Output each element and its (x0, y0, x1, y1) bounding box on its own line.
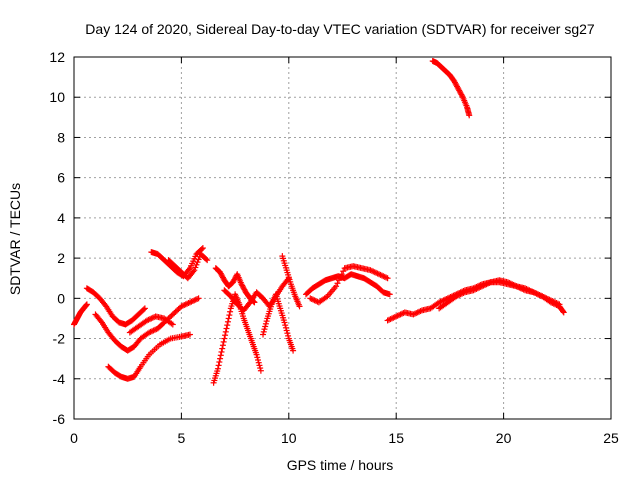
data-point-marker (198, 246, 205, 253)
data-point-marker (337, 274, 344, 281)
data-point-marker (224, 318, 231, 325)
data-point-marker (254, 354, 261, 361)
data-point-marker (219, 342, 226, 349)
data-point-marker (217, 355, 224, 362)
data-point-marker (215, 362, 222, 369)
data-point-marker (257, 367, 264, 374)
data-point-marker (225, 315, 232, 322)
y-tick-label: 12 (49, 49, 65, 65)
x-axis-label: GPS time / hours (287, 457, 394, 473)
data-point-marker (186, 331, 193, 338)
data-point-marker (255, 357, 262, 364)
data-point-marker (255, 359, 262, 366)
data-point-marker (195, 295, 202, 302)
data-point-marker (340, 268, 347, 275)
x-tick-label: 25 (603, 430, 619, 446)
data-point-marker (194, 259, 201, 266)
data-point-marker (191, 267, 198, 274)
y-axis-label: SDTVAR / TECUs (7, 183, 23, 295)
data-point-marker (338, 271, 345, 278)
data-point-marker (384, 275, 391, 282)
data-point-marker (214, 365, 221, 372)
data-point-marker (224, 322, 231, 329)
data-point-marker (290, 347, 297, 354)
data-point-marker (333, 283, 340, 290)
data-point-marker (246, 300, 253, 307)
data-point-marker (227, 308, 234, 315)
data-point-marker (193, 261, 200, 268)
y-tick-label: 2 (57, 250, 65, 266)
data-point-marker (226, 312, 233, 319)
data-point-marker (199, 245, 206, 252)
data-point-marker (560, 309, 567, 316)
data-point-marker (283, 327, 290, 334)
y-tick-label: 8 (57, 129, 65, 145)
data-point-marker (83, 301, 90, 308)
data-point-marker (263, 318, 270, 325)
data-point-marker (221, 335, 228, 342)
data-point-marker (335, 277, 342, 284)
data-point-marker (262, 320, 269, 327)
y-tick-label: -2 (53, 331, 66, 347)
data-point-marker (185, 266, 192, 273)
y-tick-label: 6 (57, 170, 65, 186)
data-point-marker (284, 330, 291, 337)
x-tick-label: 0 (70, 430, 78, 446)
data-point-marker (257, 365, 264, 372)
data-point-marker (216, 359, 223, 366)
x-tick-label: 5 (178, 430, 186, 446)
data-point-marker (261, 326, 268, 333)
data-point-marker (256, 362, 263, 369)
data-point-marker (169, 321, 176, 328)
data-point-marker (386, 291, 393, 298)
data-point-marker (556, 301, 563, 308)
data-point-marker (97, 318, 104, 325)
data-point-marker (296, 303, 303, 310)
data-point-marker (222, 328, 229, 335)
data-point-marker (140, 306, 147, 313)
data-point-marker (281, 319, 288, 326)
grid-lines (74, 57, 611, 419)
axis-ticks: 0 5 10 15 20 25 -6 -4 -2 0 2 4 6 8 10 12 (49, 49, 619, 446)
data-point-marker (459, 92, 466, 99)
data-point-marker (219, 345, 226, 352)
x-tick-label: 20 (496, 430, 512, 446)
y-tick-label: 4 (57, 210, 65, 226)
data-point-marker (282, 324, 289, 331)
plot-frame (73, 56, 612, 420)
data-point-marker (203, 256, 210, 263)
data-point-marker (217, 352, 224, 359)
y-tick-label: -6 (53, 411, 66, 427)
data-point-marker (253, 351, 260, 358)
data-point-marker (260, 328, 267, 335)
y-tick-label: -4 (53, 371, 66, 387)
data-point-marker (195, 256, 202, 263)
chart-title: Day 124 of 2020, Sidereal Day-to-day VTE… (85, 21, 595, 37)
y-tick-label: 0 (57, 290, 65, 306)
data-point-marker (218, 348, 225, 355)
data-point-marker (141, 305, 148, 312)
data-point-marker (190, 268, 197, 275)
data-point-marker (262, 323, 269, 330)
data-point-marker (102, 302, 109, 309)
data-point-marker (285, 332, 292, 339)
x-tick-label: 10 (281, 430, 297, 446)
data-point-marker (260, 331, 267, 338)
data-point-marker (223, 325, 230, 332)
data-points (71, 58, 567, 386)
data-point-marker (560, 308, 567, 315)
data-point-marker (220, 338, 227, 345)
data-point-marker (334, 280, 341, 287)
x-tick-label: 15 (388, 430, 404, 446)
data-point-marker (222, 332, 229, 339)
y-tick-label: 10 (49, 89, 65, 105)
data-point-marker (192, 264, 199, 271)
data-point-marker (204, 257, 211, 264)
data-point-marker (466, 112, 473, 119)
data-point-marker (282, 322, 289, 329)
